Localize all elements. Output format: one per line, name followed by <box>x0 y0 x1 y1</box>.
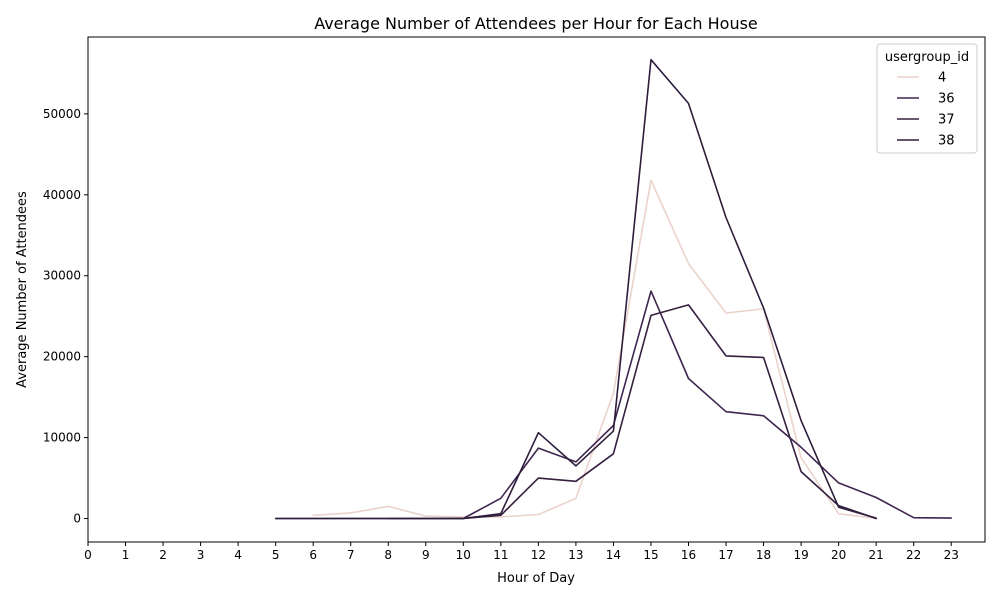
series-layer <box>274 58 953 520</box>
series-line-38 <box>274 58 878 520</box>
y-tick-label: 50000 <box>43 107 81 121</box>
y-axis: 0 10000 20000 30000 40000 50000 <box>43 107 88 526</box>
x-tick-label: 16 <box>681 548 696 562</box>
x-tick-label: 2 <box>159 548 167 562</box>
y-tick-label: 0 <box>73 512 81 526</box>
x-tick-label: 1 <box>122 548 130 562</box>
x-tick-label: 5 <box>272 548 280 562</box>
chart-title: Average Number of Attendees per Hour for… <box>314 14 758 33</box>
legend-label-37: 37 <box>938 113 955 128</box>
x-tick-label: 21 <box>869 548 884 562</box>
x-tick-label: 12 <box>531 548 546 562</box>
x-tick-label: 9 <box>422 548 430 562</box>
y-tick-label: 40000 <box>43 188 81 202</box>
y-tick-label: 10000 <box>43 431 81 445</box>
y-axis-label: Average Number of Attendees <box>15 191 30 388</box>
x-tick-label: 6 <box>309 548 317 562</box>
x-tick-label: 0 <box>84 548 92 562</box>
series-line-37 <box>387 304 878 520</box>
legend-box <box>876 43 978 154</box>
series-line-4 <box>312 179 878 520</box>
x-tick-label: 15 <box>643 548 658 562</box>
x-tick-label: 19 <box>793 548 808 562</box>
x-tick-label: 10 <box>456 548 471 562</box>
x-tick-label: 11 <box>493 548 508 562</box>
legend: usergroup_id 4 36 37 38 <box>876 43 978 154</box>
legend-entries: 4 36 37 38 <box>897 71 955 149</box>
x-tick-label: 22 <box>906 548 921 562</box>
y-tick-label: 30000 <box>43 269 81 283</box>
x-tick-label: 14 <box>606 548 621 562</box>
series-line-36 <box>274 290 953 520</box>
x-tick-label: 17 <box>718 548 733 562</box>
x-tick-label: 13 <box>568 548 583 562</box>
x-tick-label: 3 <box>197 548 205 562</box>
x-axis: 0 1 2 3 4 5 6 7 8 9 10 11 12 13 14 15 16 17 18 19 20 21 22 23 <box>84 542 959 562</box>
legend-label-36: 36 <box>938 92 955 107</box>
x-tick-label: 7 <box>347 548 355 562</box>
legend-label-4: 4 <box>938 71 946 86</box>
x-tick-label: 8 <box>384 548 392 562</box>
x-tick-label: 18 <box>756 548 771 562</box>
y-tick-label: 20000 <box>43 350 81 364</box>
plot-frame <box>87 36 986 543</box>
x-tick-label: 23 <box>944 548 959 562</box>
legend-label-38: 38 <box>938 134 955 149</box>
x-axis-label: Hour of Day <box>497 571 575 586</box>
x-tick-label: 4 <box>234 548 242 562</box>
legend-title: usergroup_id <box>885 50 969 65</box>
x-tick-label: 20 <box>831 548 846 562</box>
